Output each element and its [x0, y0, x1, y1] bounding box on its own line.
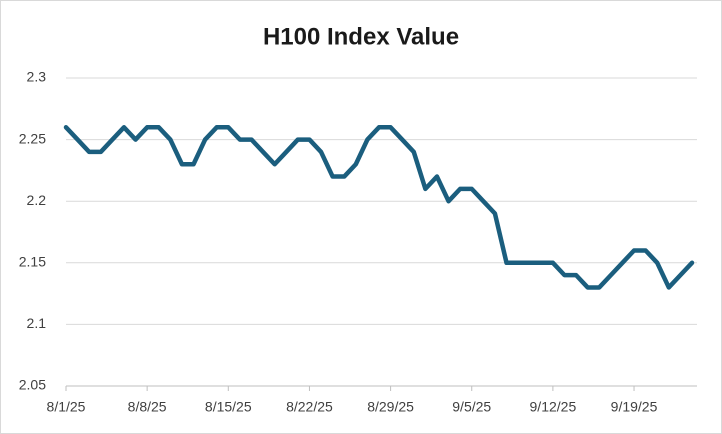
x-tick-label: 8/22/25: [286, 399, 333, 415]
y-tick-label: 2.15: [19, 254, 46, 270]
y-tick-label: 2.05: [19, 377, 46, 393]
data-line: [63, 125, 695, 290]
x-tick-label: 8/1/25: [47, 399, 86, 415]
x-tick-label: 9/19/25: [611, 399, 658, 415]
x-tick-label: 9/5/25: [452, 399, 491, 415]
x-tick-label: 8/8/25: [128, 399, 167, 415]
x-tick-label: 8/29/25: [367, 399, 414, 415]
x-tick-label: 9/12/25: [530, 399, 577, 415]
y-tick-label: 2.1: [27, 315, 47, 331]
chart-title: H100 Index Value: [263, 23, 459, 50]
y-tick-label: 2.3: [27, 69, 47, 85]
y-tick-label: 2.2: [27, 192, 47, 208]
y-tick-label: 2.25: [19, 130, 46, 146]
x-tick-label: 8/15/25: [205, 399, 252, 415]
